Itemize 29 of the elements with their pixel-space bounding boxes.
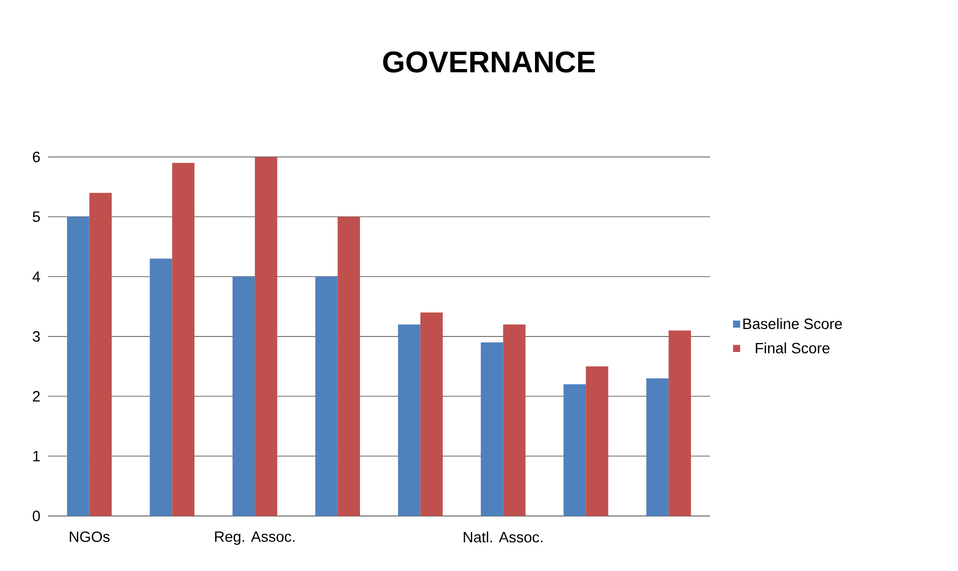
x-tick-label: Natl. Assoc. [464, 531, 542, 542]
y-tick-label: 4 [32, 271, 40, 282]
bar [480, 342, 504, 516]
y-tick-label: 2 [32, 391, 40, 402]
bar [398, 324, 420, 516]
bar [315, 276, 338, 516]
bar [503, 324, 526, 516]
x-tick-label: NGOs [70, 531, 110, 542]
bar [232, 276, 255, 516]
bar [338, 216, 360, 516]
bar [150, 258, 172, 516]
bar [89, 192, 112, 516]
y-tick-label: 5 [32, 212, 40, 222]
y-tick-label: 0 [32, 510, 40, 522]
bar [254, 156, 278, 516]
chart-title: GOVERNANCE [383, 51, 595, 73]
y-tick-label: 1 [33, 450, 40, 462]
x-tick-label: Reg. Assoc. [215, 531, 294, 545]
bar [668, 330, 691, 516]
y-tick-label: 6 [32, 152, 40, 162]
bar [564, 384, 586, 516]
bar [67, 216, 90, 516]
legend-label: Baseline Score [743, 318, 842, 330]
bar [646, 378, 669, 516]
y-tick-label: 3 [32, 331, 40, 342]
bar [420, 312, 443, 516]
bar [586, 366, 608, 516]
bar [172, 162, 194, 516]
legend-label: Final Score [756, 342, 830, 354]
